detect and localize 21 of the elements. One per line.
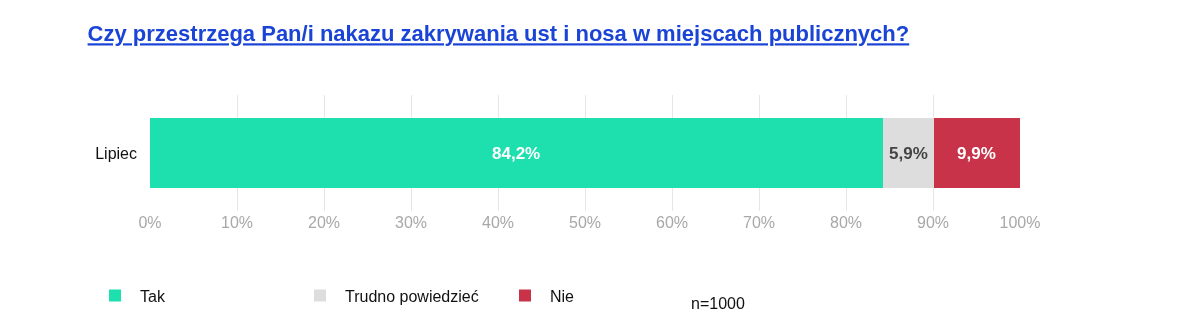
x-tick-label: 50% (568, 214, 602, 231)
x-tick-label: 0% (138, 214, 162, 231)
x-tick-label: 70% (742, 214, 776, 231)
x-tick-label: 10% (220, 214, 254, 231)
x-tick-label: 20% (307, 214, 341, 231)
x-tick-label: 100% (999, 214, 1041, 231)
text: n=1000 (691, 295, 745, 312)
data-label: 5,9% (889, 144, 928, 163)
y-tick-label: Lipiec (95, 144, 137, 162)
data-label: 84,2% (492, 144, 541, 163)
x-tick-label: 30% (394, 214, 428, 231)
legend-label: Trudno powiedzieć (345, 287, 479, 305)
x-tick-label: 80% (829, 214, 863, 231)
x-tick-label: 90% (916, 214, 950, 231)
legend-label: Tak (140, 287, 166, 305)
x-tick-label: 40% (481, 214, 515, 231)
legend-label: Nie (550, 287, 575, 305)
bar (933, 118, 1020, 188)
chart-title: Czy przestrzega Pan/i nakazu zakrywania ust i nosa w miejscach publicznych? (87, 21, 910, 47)
x-tick-label: 60% (655, 214, 689, 231)
data-label: 9,9% (957, 144, 996, 163)
